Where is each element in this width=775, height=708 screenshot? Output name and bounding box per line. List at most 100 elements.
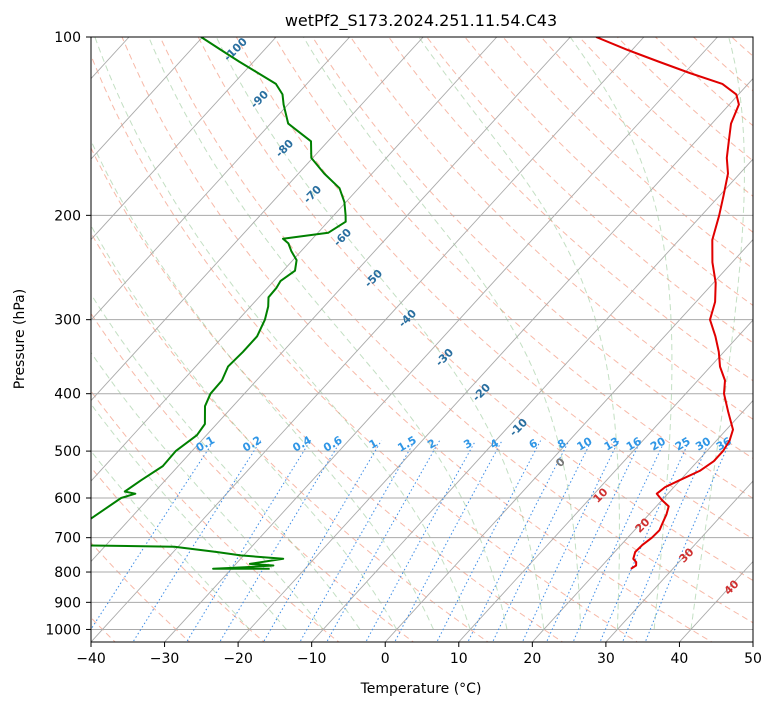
moist-adiabat: [91, 403, 287, 630]
reference-labels: 0.1 0.2 0.4 0.6 1 1.5 2 3 4 6 8 10 13 16 20 25 30 36-100-…: [194, 37, 742, 598]
moist-adiabat: [569, 37, 673, 630]
mixing-ratio-line: [326, 440, 441, 642]
x-tick-label: 10: [450, 651, 468, 667]
isotherm: [532, 399, 753, 642]
x-tick-label: 20: [523, 651, 541, 667]
isotherm: [605, 480, 753, 642]
x-tick-label: −20: [223, 651, 253, 667]
moist-adiabat-label: -80: [273, 137, 296, 160]
mixing-ratio-line: [219, 440, 342, 642]
isotherm: [91, 37, 645, 642]
y-tick-label: 400: [54, 387, 81, 403]
dry-adiabat: [91, 53, 639, 642]
moist-adiabat: [302, 37, 582, 630]
dry-adiabat: [740, 10, 775, 645]
mixing-ratio-lines: [91, 440, 731, 642]
y-tick-label: 500: [54, 444, 81, 460]
dry-adiabat: [91, 541, 191, 642]
plot-area: 0.1 0.2 0.4 0.6 1 1.5 2 3 4 6 8 10 13 16 20 25 30 36-100-…: [91, 10, 775, 645]
mixing-ratio-line: [365, 440, 477, 642]
isotherm: [91, 37, 498, 482]
y-axis-title: Pressure (hPa): [12, 289, 28, 389]
isotherm: [91, 37, 571, 563]
moist-adiabat-label: -10: [507, 416, 530, 439]
mixing-ratio-line: [599, 440, 690, 642]
dry-adiabat: [91, 466, 265, 642]
moist-adiabat: [148, 37, 508, 630]
moist-adiabat-label: -40: [396, 307, 419, 330]
chart-title: wetPf2_S173.2024.251.11.54.C43: [285, 11, 557, 31]
x-tick-label: 30: [597, 651, 615, 667]
profiles: [91, 37, 740, 570]
pressure-gridlines: [91, 37, 753, 630]
moist-adiabat: [94, 37, 471, 630]
isotherm: [164, 37, 718, 642]
mixing-ratio-label: 1: [367, 437, 380, 452]
mixing-ratio-line: [622, 440, 711, 642]
x-tick-label: 0: [381, 651, 390, 667]
moist-adiabat-label: -30: [433, 346, 456, 369]
x-axis-title: Temperature (°C): [360, 681, 482, 697]
dry-adiabat: [311, 37, 753, 460]
y-tick-label: 100: [54, 30, 81, 46]
dry-adiabat: [426, 37, 753, 344]
moist-adiabat: [91, 293, 361, 630]
mixing-ratio-line: [186, 440, 311, 642]
mixing-ratio-line: [262, 440, 382, 642]
y-tick-label: 700: [54, 531, 81, 547]
x-tick-label: 40: [671, 651, 689, 667]
mixing-ratio-line: [521, 440, 620, 642]
moist-adiabat-label: -50: [362, 267, 385, 290]
dry-adiabat-label: 30: [677, 545, 697, 565]
moist-adiabat: [91, 224, 398, 630]
plot-frame: [90, 36, 754, 643]
isotherm: [91, 37, 424, 402]
moist-adiabats: [91, 37, 745, 630]
dry-adiabat: [91, 146, 564, 642]
isotherm: [458, 319, 753, 642]
isotherm: [91, 37, 203, 160]
dry-adiabat: [121, 37, 713, 642]
dry-adiabat: [91, 390, 340, 642]
isotherm: [91, 37, 351, 321]
dry-adiabat: [235, 37, 753, 540]
mixing-ratio-line: [644, 440, 731, 642]
moist-adiabat: [690, 37, 745, 630]
isotherm: [237, 77, 753, 642]
y-tick-label: 300: [54, 313, 81, 329]
moist-adiabat-label: -70: [301, 183, 324, 206]
mixing-ratio-label: 2: [425, 437, 438, 452]
dry-adiabat: [350, 37, 753, 420]
dry-adiabat: [578, 37, 753, 197]
dry-adiabat-label: 20: [633, 515, 653, 535]
moist-adiabat: [91, 139, 434, 630]
mixing-ratio-line: [91, 440, 215, 631]
mixing-ratio-line: [467, 440, 570, 642]
isotherm: [679, 560, 753, 642]
isotherm: [91, 37, 277, 241]
mixing-ratio-line: [546, 440, 642, 642]
y-tick-label: 200: [54, 208, 81, 224]
moist-adiabat: [215, 37, 545, 630]
mixing-ratio-line: [394, 440, 503, 642]
isotherm: [752, 641, 753, 642]
dry-adiabat: [159, 37, 753, 624]
dry-adiabat: [388, 37, 753, 382]
mixing-ratio-line: [299, 440, 416, 642]
dry-adiabat: [197, 37, 753, 582]
x-tick-label: −30: [150, 651, 180, 667]
mixing-ratio-line: [436, 440, 542, 642]
mixing-ratio-label: 6: [527, 436, 540, 451]
moist-adiabat: [91, 450, 250, 630]
y-axis: 100 200 300 400 500 600 700 800 900 1000: [45, 30, 91, 638]
moist-adiabat: [91, 351, 324, 630]
isotherm: [384, 238, 753, 642]
x-tick-label: 50: [744, 651, 762, 667]
mixing-ratio-label: 3: [461, 437, 474, 452]
temperature-line: [595, 37, 740, 570]
dry-adiabat-label: 10: [591, 485, 611, 505]
dewpoint-line: [91, 37, 347, 570]
isotherm: [311, 158, 753, 642]
